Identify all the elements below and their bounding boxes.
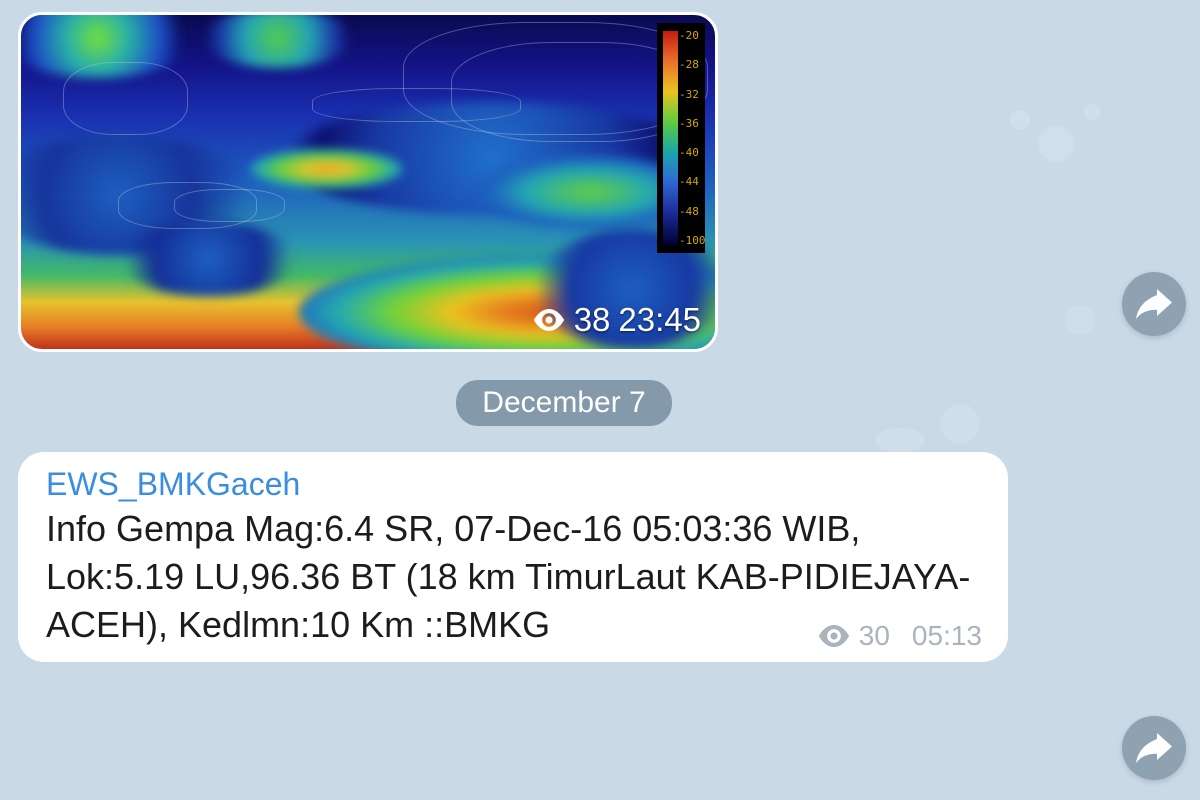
color-scale-legend: -20 -28 -32 -36 -40 -44 -48 -100 — [657, 23, 705, 253]
scale-tick-label: -20 — [679, 29, 706, 42]
coastline-outline — [174, 189, 285, 222]
sender-name[interactable]: EWS_BMKGaceh — [46, 466, 980, 503]
share-icon — [1136, 733, 1172, 763]
text-views-count: 30 — [859, 620, 890, 652]
color-scale-ticks: -20 -28 -32 -36 -40 -44 -48 -100 — [679, 29, 706, 247]
image-timestamp: 23:45 — [618, 301, 701, 339]
scale-tick-label: -44 — [679, 175, 706, 188]
image-views-count: 38 — [574, 301, 611, 339]
share-button[interactable] — [1122, 716, 1186, 780]
scale-tick-label: -28 — [679, 58, 706, 71]
radar-blob — [118, 222, 298, 295]
views-icon — [532, 309, 566, 331]
date-pill: December 7 — [456, 380, 671, 426]
message-image-bubble[interactable]: -20 -28 -32 -36 -40 -44 -48 -100 38 23:45 — [18, 12, 718, 352]
scale-tick-label: -100 — [679, 234, 706, 247]
scale-tick-label: -40 — [679, 146, 706, 159]
text-timestamp: 05:13 — [912, 620, 982, 652]
scale-tick-label: -36 — [679, 117, 706, 130]
coastline-outline — [312, 88, 520, 121]
coastline-outline — [63, 62, 188, 135]
chat-scroll-area[interactable]: -20 -28 -32 -36 -40 -44 -48 -100 38 23:45 Decem… — [0, 0, 1200, 800]
share-icon — [1136, 289, 1172, 319]
date-divider: December 7 — [18, 380, 1110, 426]
share-button[interactable] — [1122, 272, 1186, 336]
radar-blob — [201, 12, 354, 68]
scale-tick-label: -32 — [679, 88, 706, 101]
scale-tick-label: -48 — [679, 205, 706, 218]
text-message-meta: 30 05:13 — [817, 620, 982, 652]
radar-blob — [250, 149, 403, 189]
message-text-bubble[interactable]: EWS_BMKGaceh Info Gempa Mag:6.4 SR, 07-D… — [18, 452, 1008, 662]
views-icon — [817, 625, 851, 647]
color-scale-bar — [663, 31, 678, 245]
image-message-meta: 38 23:45 — [532, 301, 701, 339]
satellite-radar-image — [21, 15, 715, 349]
